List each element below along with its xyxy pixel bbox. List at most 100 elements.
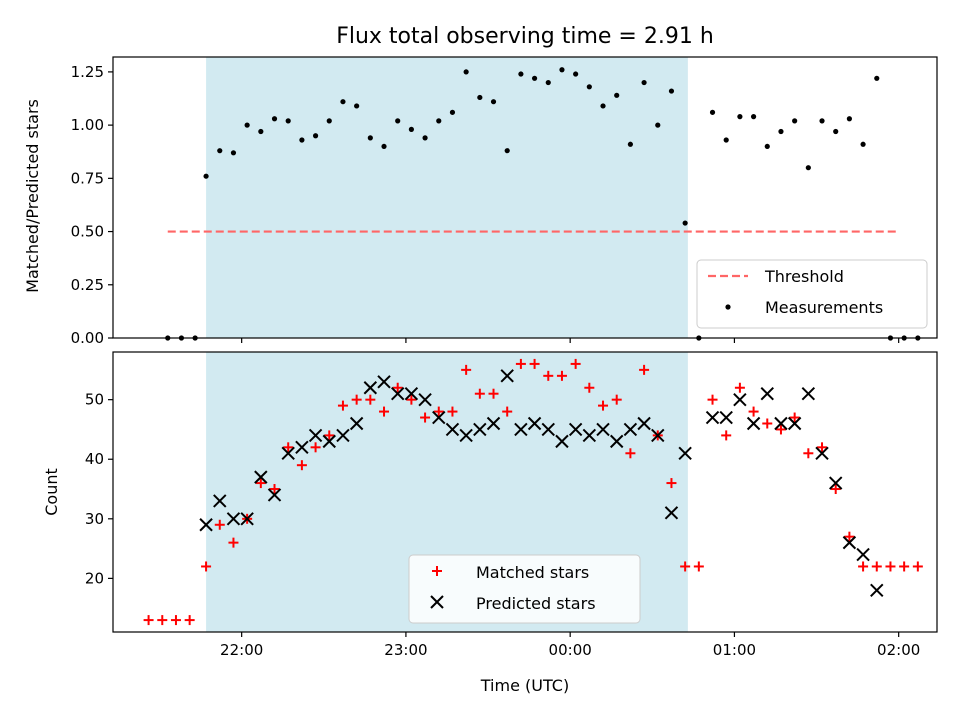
matched-stars-point-51 (844, 531, 855, 542)
matched-stars-point-1 (157, 615, 168, 626)
measurements-point-21 (449, 109, 456, 115)
matched-stars-point-53 (871, 561, 882, 572)
predicted-stars-series (199, 369, 884, 598)
matched-stars-point-0 (143, 615, 154, 626)
predicted-stars-point-26 (555, 434, 569, 449)
predicted-stars-point-11 (349, 416, 364, 431)
matched-stars-point-50 (830, 484, 841, 495)
predicted-stars-point-8 (308, 428, 323, 443)
matched-stars-point-40 (693, 561, 704, 572)
measurements-point-28 (545, 79, 551, 86)
measurements-point-11 (312, 133, 319, 139)
bottom-legend-box (408, 554, 641, 624)
legend-predicted-label: Predicted stars (476, 594, 596, 613)
legend-predicted-swatch (430, 595, 444, 609)
predicted-stars-point-2 (226, 512, 241, 526)
predicted-stars-point-27 (568, 422, 583, 437)
matched-stars-point-41 (707, 394, 718, 405)
matched-stars-point-38 (666, 478, 677, 489)
matched-stars-point-26 (502, 406, 513, 417)
measurements-point-41 (723, 137, 729, 143)
top-panel: Flux total observing time = 2.91 h Match… (23, 24, 938, 347)
measurements-point-4 (217, 148, 223, 154)
measurements-point-6 (244, 122, 250, 128)
predicted-stars-point-23 (514, 422, 528, 437)
bottom-xtick-label-02-00: 02:00 (877, 641, 920, 659)
predicted-stars-point-13 (377, 375, 391, 389)
matched-stars-point-42 (721, 430, 732, 441)
measurements-point-5 (230, 150, 237, 156)
measurements-point-22 (463, 69, 469, 75)
matched-stars-point-54 (885, 561, 896, 572)
measurements-point-44 (764, 143, 770, 150)
predicted-stars-point-28 (582, 428, 597, 443)
bottom-ylabel: Count (42, 468, 61, 516)
matched-stars-point-56 (912, 561, 923, 572)
matched-stars-point-32 (584, 382, 595, 393)
top-ticks-layer: 0.00 0.25 0.50 0.75 1.00 1.25 (71, 63, 900, 347)
measurements-point-19 (422, 135, 428, 141)
predicted-stars-point-31 (623, 422, 638, 437)
measurements-point-30 (573, 71, 579, 77)
matched-stars-point-6 (228, 537, 239, 548)
predicted-stars-point-19 (459, 428, 473, 443)
measurements-point-7 (258, 128, 264, 135)
predicted-stars-point-24 (527, 416, 542, 431)
matched-stars-point-4 (201, 561, 212, 572)
top-legend: Threshold Measurements (696, 259, 928, 329)
bottom-ytick-label-40: 40 (85, 450, 104, 468)
top-ytick-label-0-50: 0.50 (71, 223, 104, 241)
measurements-point-32 (600, 103, 606, 109)
bottom-axes-frame (112, 351, 938, 633)
measurements-point-34 (627, 141, 633, 147)
matched-stars-point-49 (817, 442, 828, 453)
measurements-point-40 (709, 109, 716, 115)
predicted-stars-point-9 (322, 434, 336, 449)
top-legend-box (696, 259, 928, 329)
matched-stars-point-5 (214, 519, 225, 530)
predicted-stars-point-10 (336, 428, 350, 443)
matched-stars-point-31 (570, 358, 581, 369)
measurements-point-12 (326, 118, 332, 124)
matched-stars-point-29 (543, 370, 554, 381)
top-ytick-label-0-25: 0.25 (71, 276, 104, 294)
top-ylabel: Matched/Predicted stars (23, 99, 42, 293)
predicted-stars-point-47 (856, 547, 870, 562)
matched-stars-point-12 (310, 442, 321, 453)
matched-stars-series (143, 358, 923, 626)
measurements-point-17 (395, 118, 401, 124)
matched-stars-point-15 (351, 394, 362, 405)
measurements-point-38 (682, 220, 688, 226)
matched-stars-point-3 (184, 615, 195, 626)
chart-title: Flux total observing time = 2.91 h (336, 24, 714, 49)
measurements-point-47 (805, 165, 811, 171)
measurements-point-16 (381, 143, 387, 150)
matched-stars-point-19 (406, 394, 417, 405)
predicted-stars-point-29 (596, 422, 610, 437)
predicted-stars-point-45 (829, 476, 843, 490)
matched-stars-point-24 (474, 388, 485, 399)
top-axes-frame (112, 56, 938, 339)
matched-stars-point-18 (392, 382, 403, 393)
bottom-xtick-label-01-00: 01:00 (713, 641, 756, 659)
measurements-point-29 (559, 67, 565, 73)
predicted-stars-point-25 (541, 422, 555, 437)
bottom-xlabel: Time (UTC) (480, 676, 569, 695)
measurements-point-35 (641, 79, 647, 86)
predicted-stars-point-21 (486, 416, 501, 431)
matched-stars-point-2 (170, 615, 181, 626)
bottom-panel: Count Time (UTC) 20 30 40 50 22:00 23:00 00:00… (42, 351, 938, 695)
predicted-stars-point-44 (815, 446, 829, 460)
measurements-point-27 (531, 75, 538, 81)
measurements-point-46 (792, 118, 798, 124)
measurements-point-24 (490, 99, 497, 105)
matched-stars-point-39 (680, 561, 691, 572)
bottom-xtick-label-00-00: 00:00 (549, 641, 592, 659)
bottom-xtick-label-22-00: 22:00 (220, 641, 263, 659)
measurements-point-51 (860, 141, 866, 147)
matched-stars-point-21 (433, 406, 444, 417)
matched-stars-point-14 (337, 400, 348, 411)
matched-stars-point-11 (296, 460, 307, 471)
bottom-ytick-label-20: 20 (85, 569, 104, 587)
